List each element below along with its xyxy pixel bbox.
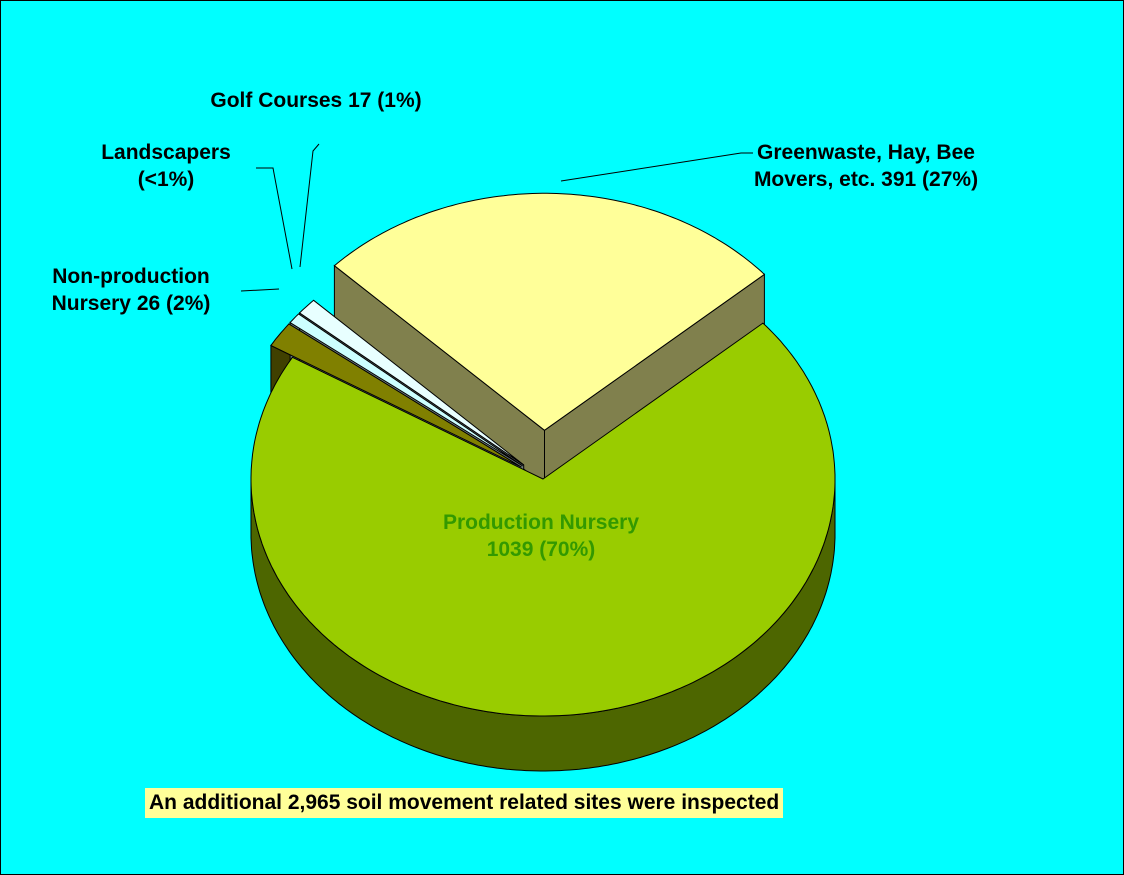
leader-lines bbox=[240, 143, 753, 292]
value-label: 26 (2%) bbox=[136, 292, 211, 315]
leader-line bbox=[240, 288, 280, 292]
category-label: Greenwaste, Hay, Bee Movers, etc. bbox=[753, 141, 975, 191]
leader-line bbox=[256, 167, 293, 270]
slice bbox=[250, 322, 836, 717]
slice-label: Greenwaste, Hay, Bee Movers, etc. 391 (2… bbox=[731, 139, 1001, 193]
value-label: 1039 (70%) bbox=[486, 538, 596, 561]
slice-label: Golf Courses 17 (1%) bbox=[191, 88, 441, 114]
slice-tops bbox=[250, 192, 836, 717]
slice bbox=[289, 313, 523, 467]
annotation: An additional 2,965 soil movement relate… bbox=[145, 788, 784, 818]
category-label: Production Nursery bbox=[442, 511, 640, 534]
slice-label: Landscapers (<1%) bbox=[76, 139, 256, 193]
category-label: Golf Courses bbox=[210, 89, 343, 112]
category-label: Landscapers bbox=[101, 141, 231, 164]
value-label: 17 (1%) bbox=[348, 89, 422, 112]
slice bbox=[333, 192, 766, 431]
leader-line bbox=[299, 143, 320, 268]
value-label: (<1%) bbox=[137, 168, 195, 191]
value-label: 391 (27%) bbox=[881, 168, 979, 191]
slice-label: Non-production Nursery 26 (2%) bbox=[11, 263, 251, 317]
slice bbox=[298, 299, 525, 466]
leader-line bbox=[560, 152, 753, 182]
slice bbox=[270, 323, 522, 468]
category-label: Non-production Nursery bbox=[51, 265, 210, 315]
slice-label: Production Nursery 1039 (70%) bbox=[421, 509, 661, 563]
